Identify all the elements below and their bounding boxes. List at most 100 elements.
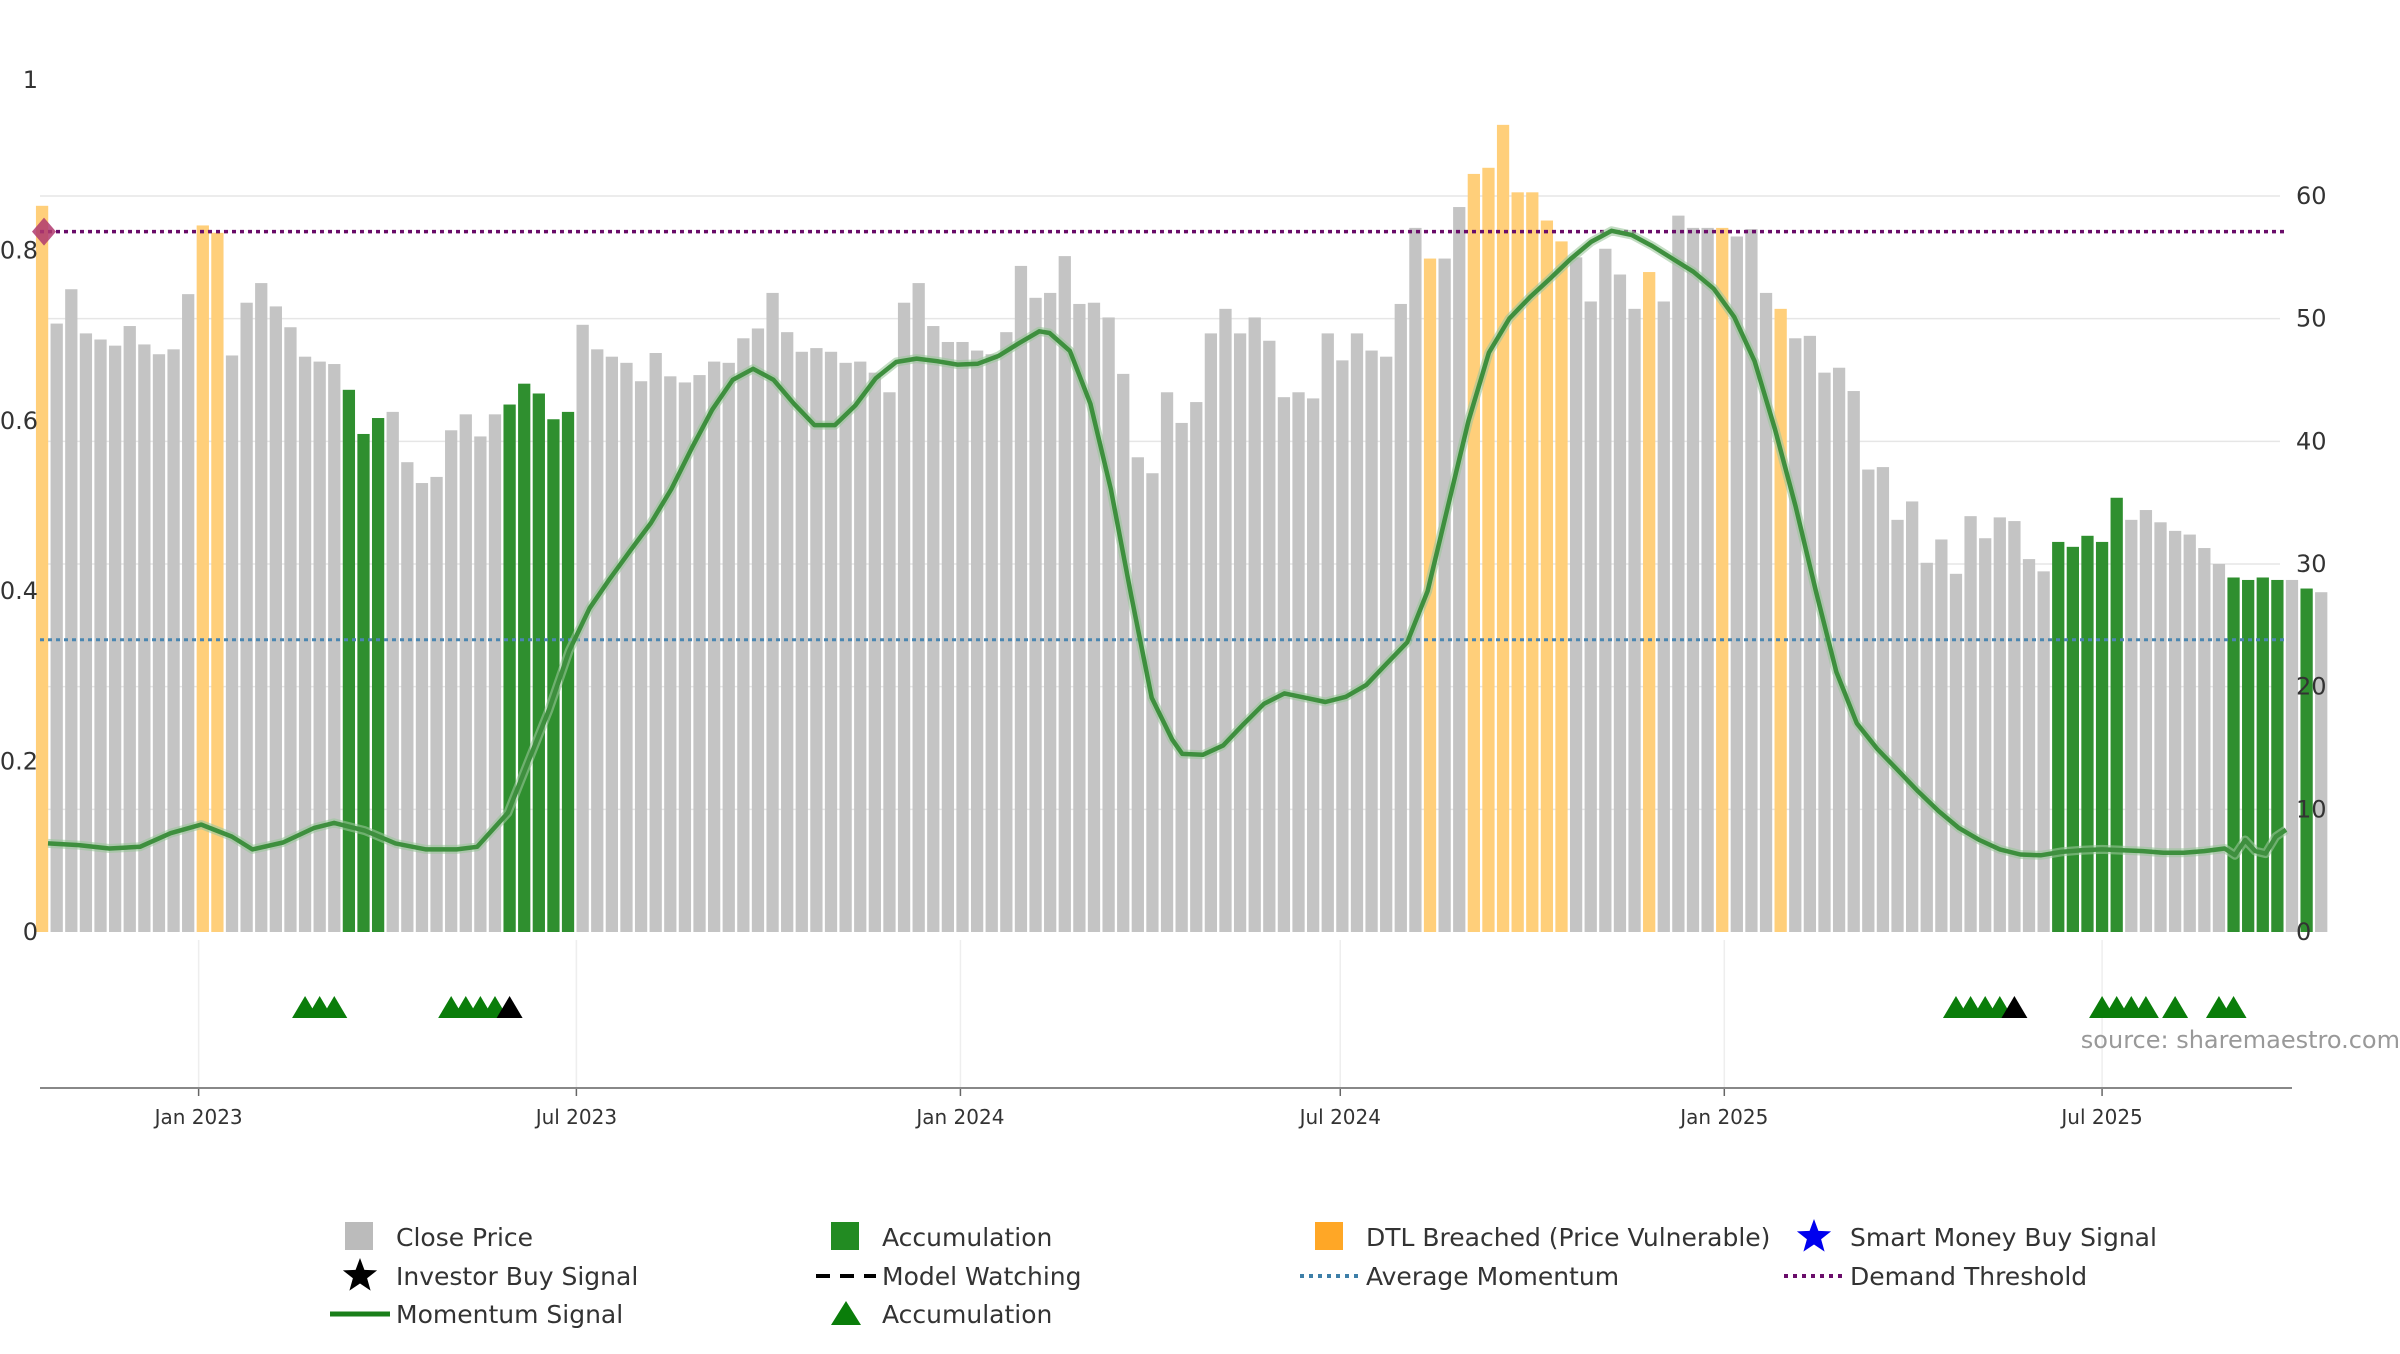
price-bar [94,339,107,932]
price-bar [1862,469,1875,932]
price-bar [605,356,618,932]
price-bar [445,430,458,932]
price-bar [2285,579,2299,932]
price-bar [781,332,794,932]
legend-item: Accumulation [831,1300,1052,1329]
price-bar [678,382,692,932]
price-bar [1467,173,1480,933]
price-bar [1599,248,1612,932]
price-bar [532,393,545,932]
price-bar [1409,227,1422,932]
price-bar [1175,422,1188,932]
price-bar [196,225,209,932]
price-bar [2008,521,2021,932]
price-bar [1847,391,1860,932]
right-tick-label: 40 [2296,427,2327,455]
bars-layer [35,124,2328,933]
x-tick-label: Jul 2024 [1298,1105,1381,1129]
price-bar [342,389,356,932]
accumulation-marker [321,996,348,1018]
price-bar [167,349,180,933]
price-bar [1818,372,1831,932]
price-bar [50,323,63,932]
price-bar [2168,530,2182,932]
price-bar [1350,333,1364,932]
price-bar [415,483,429,932]
price-bar [313,361,326,933]
legend-item: Momentum Signal [330,1300,623,1329]
price-bar [255,283,268,933]
price-bar [708,361,721,933]
price-bar [795,351,808,932]
price-bar [1526,192,1539,932]
legend-item: Close Price [345,1222,533,1252]
price-bar [1248,317,1261,932]
price-bar [1628,308,1641,933]
price-bar [1920,562,1933,932]
price-bar [1906,501,1919,932]
price-bar [1979,538,1992,932]
price-bar [138,344,151,932]
price-bar [897,302,911,933]
price-bar [1263,340,1276,932]
price-bar [722,362,735,933]
price-bar [620,362,633,933]
price-bar [1365,350,1378,932]
price-bar [1774,308,1787,933]
price-bar [1219,308,1232,933]
price-bar [985,354,998,932]
price-bar [269,306,282,932]
legend-label: Smart Money Buy Signal [1850,1223,2157,1252]
right-tick-label: 30 [2296,550,2327,578]
price-bar [1613,274,1627,932]
price-bar [1087,302,1101,933]
price-bar [1292,392,1305,932]
left-tick-label: 0.4 [0,577,38,605]
price-bar [1117,373,1130,932]
price-bar [488,414,502,933]
price-bar [1672,215,1685,932]
price-bar [1204,333,1218,932]
price-bar [664,376,677,932]
legend-item: DTL Breached (Price Vulnerable) [1315,1222,1770,1252]
legend-item: Demand Threshold [1784,1262,2087,1291]
price-bar [2183,534,2196,932]
price-bar [941,341,955,933]
left-tick-label: 0.6 [0,407,38,435]
x-tick-label: Jul 2023 [534,1105,617,1129]
price-bar [1876,467,1890,932]
legend-label: Model Watching [882,1262,1082,1291]
price-bar [2198,548,2211,932]
price-bar [284,327,297,932]
price-bar [2066,546,2079,932]
price-bar [2227,577,2240,932]
price-bar [2212,564,2226,932]
price-bar [459,414,472,933]
price-bar [1803,335,1817,933]
price-bar [2154,522,2167,932]
price-bar [1555,241,1568,932]
price-bar [240,302,253,933]
price-bar [1745,229,1758,932]
price-bar [371,418,385,932]
right-tick-label: 20 [2296,673,2327,701]
price-bar [1058,256,1071,932]
price-bar [1336,360,1349,932]
price-bar [2095,541,2109,932]
legend-star-icon [342,1258,378,1291]
price-bar [1160,392,1174,932]
price-bar [1759,292,1773,932]
price-bar [1394,303,1407,932]
price-bar [1935,539,1948,932]
right-tick-label: 0 [2296,918,2311,946]
legend-label: Average Momentum [1366,1262,1619,1291]
accumulation-marker [2220,996,2247,1018]
source-credit: source: sharemaestro.com [2081,1026,2400,1054]
legend-item: Smart Money Buy Signal [1796,1219,2157,1252]
price-bar [2037,571,2050,932]
price-bar [1277,397,1291,932]
price-bar [1482,167,1495,933]
price-bar [1716,227,1729,932]
left-tick-label: 1 [23,66,38,94]
